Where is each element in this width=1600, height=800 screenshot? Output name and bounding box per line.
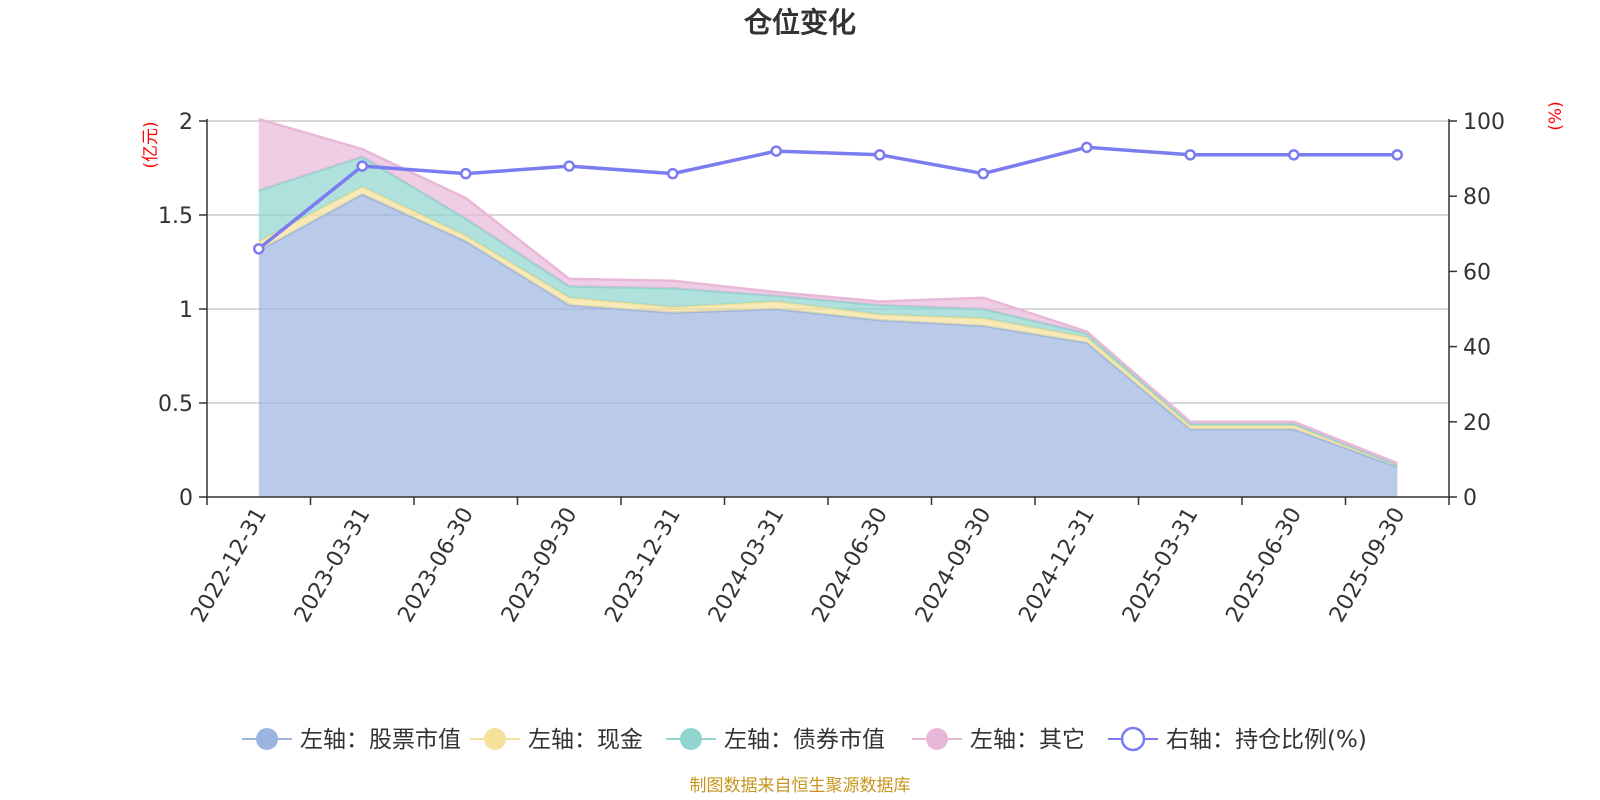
legend-marker-icon — [926, 728, 948, 750]
x-tick-label: 2023-09-30 — [497, 504, 583, 627]
ratio-point — [1391, 149, 1403, 161]
ratio-point — [1184, 149, 1196, 161]
x-tick-label: 2022-12-31 — [186, 504, 272, 627]
x-tick-label: 2023-03-31 — [290, 504, 376, 627]
right-y-tick-label: 100 — [1463, 110, 1505, 135]
left-y-tick-label: 1.5 — [158, 204, 193, 229]
x-tick-label: 2025-09-30 — [1325, 504, 1411, 627]
legend-marker-icon — [680, 728, 702, 750]
x-tick-label: 2025-03-31 — [1118, 504, 1204, 627]
ratio-point — [253, 243, 265, 255]
legend-label: 右轴：持仓比例(%) — [1166, 727, 1367, 753]
ratio-line-series — [253, 141, 1403, 255]
ratio-point — [1081, 141, 1093, 154]
x-tick-label: 2024-09-30 — [911, 504, 997, 627]
legend-item-3[interactable]: 左轴：其它 — [912, 727, 1085, 753]
x-tick-label: 2024-06-30 — [807, 504, 893, 627]
ratio-point — [770, 145, 782, 157]
ratio-point — [874, 149, 886, 161]
legend-label: 左轴：现金 — [528, 727, 643, 753]
x-tick-label: 2024-12-31 — [1014, 504, 1100, 627]
stacked-areas — [258, 117, 1398, 498]
data-source-note: 制图数据来自恒生聚源数据库 — [690, 776, 911, 796]
x-tick-label: 2023-06-30 — [393, 504, 479, 627]
legend-label: 左轴：债券市值 — [724, 727, 885, 753]
right-y-tick-label: 40 — [1463, 336, 1491, 361]
left-y-tick-label: 2 — [179, 110, 193, 135]
legend-item-1[interactable]: 左轴：现金 — [470, 727, 643, 753]
right-y-tick-label: 20 — [1463, 411, 1491, 436]
chart-title: 仓位变化 — [744, 6, 856, 39]
right-y-tick-labels: 0 20 40 60 80 100 — [1463, 110, 1505, 511]
legend-marker-icon — [256, 728, 278, 750]
x-tick-label: 2024-03-31 — [704, 504, 790, 627]
legend-marker-icon — [484, 728, 506, 750]
right-axis-unit: (%) — [1546, 101, 1566, 130]
ratio-point — [563, 160, 575, 172]
x-tick-label: 2023-12-31 — [600, 504, 686, 627]
legend-item-4[interactable]: 右轴：持仓比例(%) — [1108, 726, 1367, 753]
legend-marker-icon — [1120, 726, 1146, 752]
ratio-point — [977, 167, 989, 180]
right-y-tick-label: 0 — [1463, 486, 1477, 511]
legend-label: 左轴：其它 — [970, 727, 1085, 753]
left-y-tick-label: 0.5 — [158, 392, 193, 417]
left-y-tick-labels: 0 0.5 1 1.5 2 — [158, 110, 193, 511]
ratio-point — [667, 167, 679, 180]
x-tick-labels: 2022-12-31 2023-03-31 2023-06-30 2023-09-30… — [186, 504, 1410, 627]
left-y-tick-label: 1 — [179, 298, 193, 323]
right-y-tick-label: 80 — [1463, 185, 1491, 210]
ratio-point — [460, 167, 472, 180]
legend-label: 左轴：股票市值 — [300, 727, 461, 753]
legend-item-2[interactable]: 左轴：债券市值 — [666, 727, 885, 753]
ratio-point — [1288, 149, 1300, 161]
legend-item-0[interactable]: 左轴：股票市值 — [242, 727, 461, 753]
legend[interactable]: 左轴：股票市值 左轴：现金 左轴：债券市值 左轴：其它 右轴：持仓比例(%) — [242, 726, 1367, 753]
area-edge-3 — [258, 117, 1398, 465]
x-tick-label: 2025-06-30 — [1221, 504, 1307, 627]
axes — [199, 119, 1457, 505]
left-y-tick-label: 0 — [179, 486, 193, 511]
right-y-tick-label: 60 — [1463, 260, 1491, 285]
area-fill-0 — [258, 194, 1398, 498]
left-axis-unit: (亿元) — [141, 121, 161, 168]
area-fill-2 — [258, 156, 1398, 465]
ratio-line-path — [257, 145, 1398, 251]
ratio-point — [356, 160, 368, 172]
